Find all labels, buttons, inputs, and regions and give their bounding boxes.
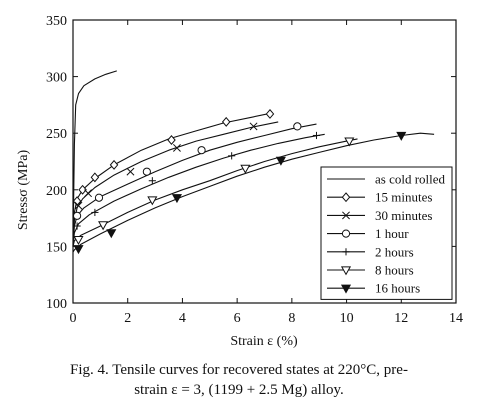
legend-label: 2 hours (375, 244, 414, 259)
chart-figure: 0 2 4 6 8 10 12 14 100 150 200 250 300 350 as cold ro… (16, 14, 463, 349)
series-marker (84, 189, 92, 198)
series-marker (90, 172, 100, 183)
series-marker (73, 236, 84, 246)
series-as-cold-rolled (72, 70, 117, 247)
legend-marker (340, 266, 352, 276)
series-15-minutes (72, 108, 275, 247)
axes: 0 2 4 6 8 10 12 14 100 150 200 250 300 350 (46, 14, 463, 326)
x-tick-label: 4 (179, 311, 186, 326)
series-marker (94, 193, 104, 202)
x-tick-label: 12 (394, 311, 408, 326)
series-marker (312, 131, 321, 140)
series-marker (249, 122, 258, 131)
x-tick-label: 0 (70, 311, 77, 326)
series-marker (396, 131, 407, 141)
legend-marker (341, 229, 351, 238)
legend-label: 16 hours (375, 281, 420, 296)
series-marker (228, 152, 236, 160)
legend-marker (340, 284, 352, 294)
legend-label: as cold rolled (375, 172, 446, 187)
series-marker (72, 196, 82, 207)
legend-label: 15 minutes (375, 190, 432, 205)
legend: as cold rolled 15 minutes 30 minutes 1 hour… (320, 166, 453, 300)
series-marker (91, 208, 99, 217)
series-marker (240, 164, 251, 174)
series-marker (197, 146, 206, 155)
caption-line-2: strain ε = 3, (1199 + 2.5 Mg) alloy. (134, 382, 344, 398)
legend-item: as cold rolled (327, 172, 446, 187)
series-line (72, 138, 358, 247)
x-tick-label: 8 (288, 311, 295, 326)
series-marker (73, 245, 84, 255)
series-marker (126, 167, 135, 176)
y-tick-label: 350 (46, 14, 67, 29)
series-marker-stroke (173, 143, 181, 152)
x-tick-label: 10 (340, 311, 354, 326)
series-marker (167, 135, 176, 145)
plot-frame (72, 19, 457, 304)
series-16-hours (72, 131, 435, 255)
series-marker (78, 184, 87, 195)
y-axis-title: Stressσ (MPa) (16, 150, 31, 231)
series-marker (109, 159, 119, 170)
series-marker (344, 137, 355, 147)
series-marker (221, 116, 231, 127)
legend-label: 30 minutes (375, 208, 432, 223)
legend-marker-stroke (342, 211, 350, 220)
series-8-hours (72, 137, 358, 247)
legend-item: 8 hours (327, 263, 414, 278)
series-marker (275, 156, 286, 166)
x-tick-label: 2 (124, 311, 131, 326)
plot-area (72, 70, 435, 255)
series-marker (265, 108, 275, 119)
legend-item: 1 hour (327, 226, 409, 241)
series-marker-stroke (249, 122, 258, 131)
series-marker (142, 167, 151, 176)
series-marker (173, 143, 181, 152)
series-marker-stroke (74, 201, 83, 210)
series-line (72, 133, 325, 247)
series-marker (73, 211, 82, 220)
series-marker (293, 122, 302, 131)
y-tick-label: 200 (46, 184, 67, 199)
series-1-hour (72, 122, 317, 247)
series-line (72, 70, 117, 247)
series-marker (73, 222, 81, 230)
legend-label: 1 hour (375, 226, 409, 241)
y-tick-label: 300 (46, 71, 67, 86)
series-marker (74, 201, 83, 210)
legend-item: 16 hours (327, 281, 420, 296)
x-axis-title: Strain ε (%) (230, 334, 298, 349)
legend-label: 8 hours (375, 263, 414, 278)
series-marker (148, 177, 156, 185)
x-tick-label: 14 (449, 311, 463, 326)
series-marker-stroke (126, 167, 135, 176)
series-line (72, 132, 435, 253)
series-marker (106, 229, 117, 239)
legend-marker (341, 192, 351, 203)
y-tick-label: 100 (46, 297, 67, 312)
x-tick-label: 6 (234, 311, 241, 326)
series-marker (171, 194, 183, 204)
figure-caption: Fig. 4. Tensile curves for recovered sta… (0, 360, 478, 400)
series-marker-stroke (84, 189, 92, 198)
series-marker (147, 196, 158, 206)
series-30-minutes (72, 121, 279, 247)
series-2-hours (72, 131, 325, 247)
legend-item: 15 minutes (327, 190, 432, 205)
y-tick-label: 250 (46, 127, 67, 142)
legend-item: 30 minutes (327, 208, 432, 223)
caption-line-1: Fig. 4. Tensile curves for recovered sta… (70, 362, 408, 378)
legend-marker (342, 248, 350, 256)
legend-item: 2 hours (327, 244, 414, 259)
y-tick-label: 150 (46, 240, 67, 255)
legend-marker (342, 211, 350, 220)
series-marker (98, 221, 109, 231)
